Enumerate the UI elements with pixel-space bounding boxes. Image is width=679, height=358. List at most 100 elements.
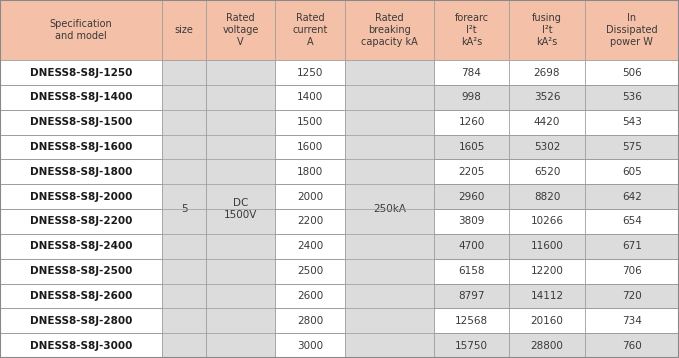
Bar <box>0 333 162 358</box>
Bar <box>585 85 679 110</box>
Text: 28800: 28800 <box>530 340 564 350</box>
Text: 12568: 12568 <box>455 316 488 326</box>
Text: DNESS8-S8J-2400: DNESS8-S8J-2400 <box>30 241 132 251</box>
Bar <box>509 184 585 209</box>
Text: 1250: 1250 <box>297 68 323 78</box>
Text: 2000: 2000 <box>297 192 323 202</box>
Text: DNESS8-S8J-2000: DNESS8-S8J-2000 <box>30 192 132 202</box>
Bar <box>434 184 509 209</box>
Text: 1800: 1800 <box>297 167 323 177</box>
Text: 506: 506 <box>622 68 642 78</box>
Text: DNESS8-S8J-1250: DNESS8-S8J-1250 <box>30 68 132 78</box>
Text: 784: 784 <box>462 68 481 78</box>
Bar <box>0 259 162 284</box>
Text: 3526: 3526 <box>534 92 560 102</box>
Bar <box>162 60 206 358</box>
Text: DNESS8-S8J-1500: DNESS8-S8J-1500 <box>30 117 132 127</box>
Text: DNESS8-S8J-2800: DNESS8-S8J-2800 <box>30 316 132 326</box>
Text: 5: 5 <box>181 204 187 214</box>
Bar <box>276 259 345 284</box>
Bar <box>276 85 345 110</box>
Bar <box>276 0 345 60</box>
Text: DNESS8-S8J-2500: DNESS8-S8J-2500 <box>30 266 132 276</box>
Bar <box>509 259 585 284</box>
Text: size: size <box>175 25 194 35</box>
Bar <box>276 209 345 234</box>
Text: 654: 654 <box>622 217 642 227</box>
Text: 6158: 6158 <box>458 266 485 276</box>
Bar <box>509 333 585 358</box>
Bar <box>509 135 585 159</box>
Bar <box>585 135 679 159</box>
Bar <box>585 333 679 358</box>
Text: 671: 671 <box>622 241 642 251</box>
Bar <box>276 308 345 333</box>
Bar <box>434 110 509 135</box>
Bar <box>162 0 206 60</box>
Bar <box>509 159 585 184</box>
Bar <box>509 209 585 234</box>
Text: 5302: 5302 <box>534 142 560 152</box>
Text: Rated
current
A: Rated current A <box>293 13 328 48</box>
Text: 536: 536 <box>622 92 642 102</box>
Text: Rated
voltage
V: Rated voltage V <box>223 13 259 48</box>
Text: 734: 734 <box>622 316 642 326</box>
Bar <box>509 234 585 259</box>
Bar <box>276 234 345 259</box>
Bar <box>434 308 509 333</box>
Bar <box>434 0 509 60</box>
Text: 8820: 8820 <box>534 192 560 202</box>
Text: 4700: 4700 <box>458 241 485 251</box>
Text: fusing
I²t
kA²s: fusing I²t kA²s <box>532 13 562 48</box>
Bar <box>206 0 276 60</box>
Bar <box>434 135 509 159</box>
Bar <box>276 110 345 135</box>
Text: 2500: 2500 <box>297 266 323 276</box>
Bar <box>0 110 162 135</box>
Bar <box>0 209 162 234</box>
Text: 760: 760 <box>622 340 642 350</box>
Text: 1400: 1400 <box>297 92 323 102</box>
Text: 720: 720 <box>622 291 642 301</box>
Text: 10266: 10266 <box>530 217 564 227</box>
Text: 2200: 2200 <box>297 217 323 227</box>
Bar <box>345 0 434 60</box>
Text: 250kA: 250kA <box>373 204 406 214</box>
Text: 1500: 1500 <box>297 117 323 127</box>
Text: 575: 575 <box>622 142 642 152</box>
Text: forearc
I²t
kA²s: forearc I²t kA²s <box>454 13 489 48</box>
Text: 3000: 3000 <box>297 340 323 350</box>
Bar <box>434 284 509 308</box>
Bar <box>276 184 345 209</box>
Bar <box>585 60 679 85</box>
Bar <box>509 284 585 308</box>
Bar <box>345 60 434 358</box>
Bar <box>585 0 679 60</box>
Bar <box>206 60 276 358</box>
Bar <box>276 333 345 358</box>
Text: In
Dissipated
power W: In Dissipated power W <box>606 13 658 48</box>
Text: 2600: 2600 <box>297 291 323 301</box>
Bar <box>585 184 679 209</box>
Bar <box>585 110 679 135</box>
Bar <box>585 209 679 234</box>
Bar <box>276 284 345 308</box>
Text: Specification
and model: Specification and model <box>50 19 113 41</box>
Text: 6520: 6520 <box>534 167 560 177</box>
Text: 8797: 8797 <box>458 291 485 301</box>
Text: 543: 543 <box>622 117 642 127</box>
Text: 1260: 1260 <box>458 117 485 127</box>
Text: 20160: 20160 <box>530 316 564 326</box>
Text: DNESS8-S8J-3000: DNESS8-S8J-3000 <box>30 340 132 350</box>
Text: 706: 706 <box>622 266 642 276</box>
Bar <box>509 110 585 135</box>
Bar <box>585 159 679 184</box>
Text: 1605: 1605 <box>458 142 485 152</box>
Bar <box>0 184 162 209</box>
Text: DNESS8-S8J-2600: DNESS8-S8J-2600 <box>30 291 132 301</box>
Text: 2698: 2698 <box>534 68 560 78</box>
Text: 998: 998 <box>462 92 481 102</box>
Bar <box>585 234 679 259</box>
Bar <box>434 234 509 259</box>
Text: DC
1500V: DC 1500V <box>224 198 257 220</box>
